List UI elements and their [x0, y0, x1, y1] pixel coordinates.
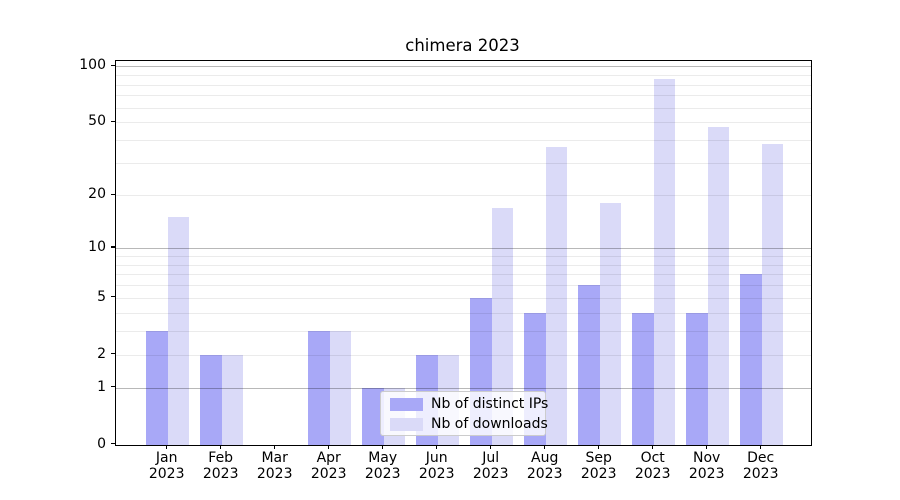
x-tick-mark — [490, 444, 492, 449]
x-tick-mark — [544, 444, 546, 449]
y-grid-minor — [116, 95, 811, 97]
y-grid-minor — [116, 195, 811, 197]
bar-downloads-feb — [221, 354, 244, 445]
x-tick-mark — [598, 444, 600, 449]
y-grid-minor — [116, 354, 811, 356]
bar-distinct-ips-nov — [686, 312, 708, 445]
x-tick-mark — [706, 444, 708, 449]
legend-label-downloads: Nb of downloads — [431, 416, 548, 432]
bar-downloads-jan — [167, 217, 190, 445]
bar-distinct-ips-sep — [578, 285, 600, 445]
y-tick-label: 5 — [97, 288, 106, 305]
x-tick-label: Nov 2023 — [688, 449, 725, 483]
bar-downloads-oct — [653, 78, 676, 445]
x-tick-label: Oct 2023 — [634, 449, 671, 483]
x-tick-label: Mar 2023 — [256, 449, 293, 483]
chart-title: chimera 2023 — [405, 36, 520, 55]
y-tick-mark — [111, 386, 115, 388]
bar-downloads-apr — [329, 330, 352, 445]
y-tick-mark — [111, 120, 115, 123]
y-grid-minor — [116, 75, 811, 77]
y-tick-label: 20 — [88, 186, 106, 203]
plot-area — [115, 59, 812, 446]
y-grid-minor — [116, 84, 811, 86]
y-grid-major — [116, 66, 811, 68]
y-tick-mark — [111, 296, 115, 298]
x-tick-mark — [166, 444, 168, 449]
y-grid-minor — [116, 312, 811, 314]
y-grid-minor — [116, 255, 811, 257]
bar-downloads-dec — [761, 144, 784, 445]
y-tick-label: 2 — [97, 345, 106, 362]
legend-label-distinct-ips: Nb of distinct IPs — [431, 396, 549, 412]
legend-swatch-downloads — [390, 417, 423, 431]
y-tick-label: 100 — [79, 57, 106, 74]
bar-downloads-aug — [545, 146, 568, 445]
x-tick-mark — [220, 444, 222, 449]
y-grid-minor — [116, 297, 811, 299]
y-tick-mark — [111, 246, 115, 248]
y-grid-minor — [116, 274, 811, 276]
bar-distinct-ips-feb — [200, 354, 222, 445]
x-tick-mark — [382, 444, 384, 449]
y-grid-major — [116, 387, 811, 389]
legend-swatch-distinct-ips — [390, 397, 423, 411]
x-tick-label: Aug 2023 — [526, 449, 563, 483]
x-tick-label: Jul 2023 — [472, 449, 509, 483]
x-tick-label: Jan 2023 — [148, 449, 185, 483]
bar-distinct-ips-oct — [632, 312, 654, 445]
bar-downloads-nov — [707, 127, 730, 445]
x-tick-label: Sep 2023 — [580, 449, 617, 483]
bar-distinct-ips-dec — [740, 274, 762, 445]
bar-downloads-jul — [491, 207, 514, 445]
y-grid-minor — [116, 107, 811, 109]
y-grid-minor — [116, 264, 811, 266]
bar-distinct-ips-may — [362, 387, 384, 445]
y-grid-minor — [116, 163, 811, 165]
bar-distinct-ips-apr — [308, 330, 330, 445]
x-tick-label: Jun 2023 — [418, 449, 455, 483]
legend-item-distinct-ips: Nb of distinct IPs — [390, 396, 549, 412]
y-tick-mark — [111, 193, 115, 195]
x-tick-label: Feb 2023 — [202, 449, 239, 483]
x-tick-label: May 2023 — [364, 449, 401, 483]
y-grid-major — [116, 248, 811, 250]
y-grid-minor — [116, 330, 811, 332]
x-tick-mark — [274, 444, 276, 449]
bar-distinct-ips-jan — [146, 330, 168, 445]
y-tick-mark — [111, 64, 115, 67]
x-tick-mark — [760, 444, 762, 449]
y-tick-label: 1 — [97, 378, 106, 395]
y-tick-mark — [111, 442, 115, 445]
y-grid-minor — [116, 285, 811, 287]
y-tick-label: 0 — [97, 435, 106, 452]
y-grid-minor — [116, 122, 811, 124]
x-tick-mark — [328, 444, 330, 449]
y-tick-label: 50 — [88, 113, 106, 130]
y-grid-minor — [116, 140, 811, 142]
x-tick-mark — [652, 444, 654, 449]
x-tick-label: Apr 2023 — [310, 449, 347, 483]
legend-item-downloads: Nb of downloads — [390, 416, 548, 432]
x-tick-label: Dec 2023 — [742, 449, 779, 483]
bar-downloads-sep — [599, 203, 622, 445]
legend: Nb of distinct IPs Nb of downloads — [380, 391, 549, 436]
y-tick-label: 10 — [88, 239, 106, 256]
y-tick-mark — [111, 352, 115, 355]
x-tick-mark — [436, 444, 438, 449]
